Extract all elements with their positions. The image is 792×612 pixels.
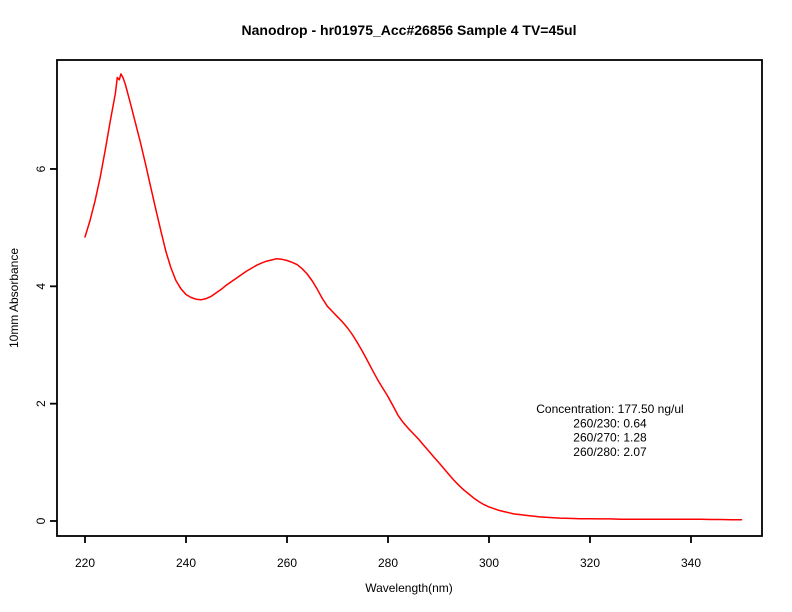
annotation-ratio-260-280: 260/280: 2.07 (573, 445, 647, 459)
x-tick-label: 300 (479, 556, 499, 570)
chart-title: Nanodrop - hr01975_Acc#26856 Sample 4 TV… (242, 22, 577, 38)
absorbance-curve (84, 73, 743, 521)
y-tick-label: 2 (34, 400, 48, 407)
x-tick-label: 220 (75, 556, 95, 570)
x-tick-label: 340 (681, 556, 701, 570)
y-axis: 0 2 4 6 (34, 165, 57, 524)
y-tick-label: 6 (34, 165, 48, 172)
stats-annotation: Concentration: 177.50 ng/ul 260/230: 0.6… (536, 402, 683, 459)
annotation-ratio-260-270: 260/270: 1.28 (573, 431, 647, 445)
x-axis-label: Wavelength(nm) (365, 581, 453, 595)
x-tick-label: 240 (176, 556, 196, 570)
annotation-ratio-260-230: 260/230: 0.64 (573, 417, 647, 431)
y-axis-label: 10mm Absorbance (7, 248, 21, 348)
annotation-concentration: Concentration: 177.50 ng/ul (536, 402, 683, 416)
y-tick-label: 0 (34, 517, 48, 524)
x-tick-label: 320 (580, 556, 600, 570)
x-tick-label: 280 (378, 556, 398, 570)
plot-box (56, 59, 763, 537)
x-axis: 220 240 260 280 300 320 340 (75, 536, 701, 570)
x-tick-label: 260 (277, 556, 297, 570)
y-tick-label: 4 (34, 283, 48, 290)
